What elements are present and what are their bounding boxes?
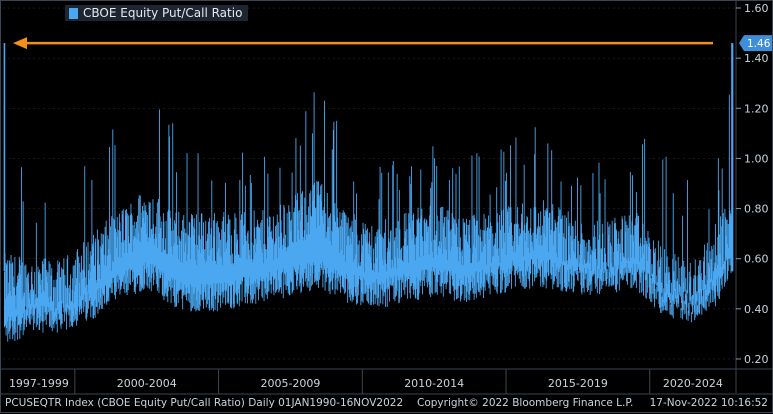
reference-arrow (13, 37, 713, 50)
x-period-label: 1997-1999 (9, 377, 69, 390)
y-tick-label: 0.80 (744, 203, 769, 216)
x-period-label: 2020-2024 (663, 377, 723, 390)
last-value-label: 1.46 (747, 38, 771, 50)
footer-copyright: Copyright© 2022 Bloomberg Finance L.P. (417, 397, 634, 409)
footer-ticker: PCUSEQTR Index (CBOE Equity Put/Call Rat… (5, 397, 404, 409)
x-axis: 1997-1999 2000-2004 2005-2009 2010-2014 2015… (1, 368, 773, 395)
x-period-label: 2000-2004 (117, 377, 177, 390)
x-period-label: 2015-2019 (548, 377, 608, 390)
reference-arrowhead (13, 37, 27, 50)
legend-swatch (69, 7, 78, 19)
series-line (3, 92, 733, 342)
x-period-label: 2005-2009 (260, 377, 320, 390)
y-axis: 0.20 0.40 0.60 0.80 1.00 1.20 1.40 1.60 1.46 (735, 1, 772, 393)
y-tick-label: 1.40 (744, 52, 769, 65)
legend-label: CBOE Equity Put/Call Ratio (83, 6, 243, 20)
x-period-label: 2010-2014 (404, 377, 464, 390)
footer-bar: PCUSEQTR Index (CBOE Equity Put/Call Rat… (5, 396, 768, 412)
last-value-badge (739, 35, 772, 52)
y-tick-label: 1.60 (744, 2, 769, 15)
y-tick-label: 1.00 (744, 152, 769, 165)
y-tick-label: 0.40 (744, 303, 769, 316)
footer-timestamp: 17-Nov-2022 10:16:52 (649, 397, 768, 409)
y-tick-label: 0.60 (744, 253, 769, 266)
y-tick-label: 1.20 (744, 102, 769, 115)
series-area (3, 43, 734, 342)
legend: CBOE Equity Put/Call Ratio (65, 5, 249, 21)
grid-lines (3, 7, 736, 360)
y-tick-label: 0.20 (744, 353, 769, 366)
